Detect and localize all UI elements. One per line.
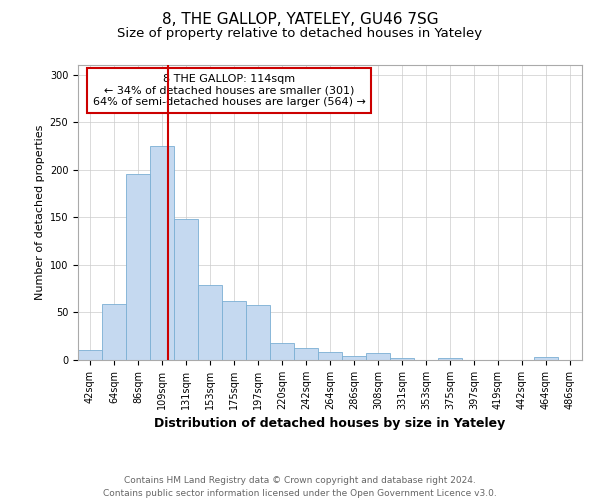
Text: 8, THE GALLOP, YATELEY, GU46 7SG: 8, THE GALLOP, YATELEY, GU46 7SG xyxy=(161,12,439,28)
Text: Contains HM Land Registry data © Crown copyright and database right 2024.
Contai: Contains HM Land Registry data © Crown c… xyxy=(103,476,497,498)
Bar xyxy=(198,285,222,360)
Bar xyxy=(174,219,198,360)
Bar xyxy=(318,352,342,360)
Bar xyxy=(246,305,270,360)
X-axis label: Distribution of detached houses by size in Yateley: Distribution of detached houses by size … xyxy=(154,418,506,430)
Bar xyxy=(342,356,366,360)
Bar xyxy=(534,357,558,360)
Bar xyxy=(222,301,246,360)
Bar xyxy=(78,350,102,360)
Bar xyxy=(294,348,318,360)
Text: Size of property relative to detached houses in Yateley: Size of property relative to detached ho… xyxy=(118,28,482,40)
Y-axis label: Number of detached properties: Number of detached properties xyxy=(35,125,46,300)
Bar xyxy=(150,146,174,360)
Bar xyxy=(390,358,414,360)
Bar xyxy=(366,354,390,360)
Bar xyxy=(102,304,126,360)
Bar xyxy=(126,174,150,360)
Text: 8 THE GALLOP: 114sqm
← 34% of detached houses are smaller (301)
64% of semi-deta: 8 THE GALLOP: 114sqm ← 34% of detached h… xyxy=(93,74,365,107)
Bar xyxy=(270,343,294,360)
Bar xyxy=(438,358,462,360)
